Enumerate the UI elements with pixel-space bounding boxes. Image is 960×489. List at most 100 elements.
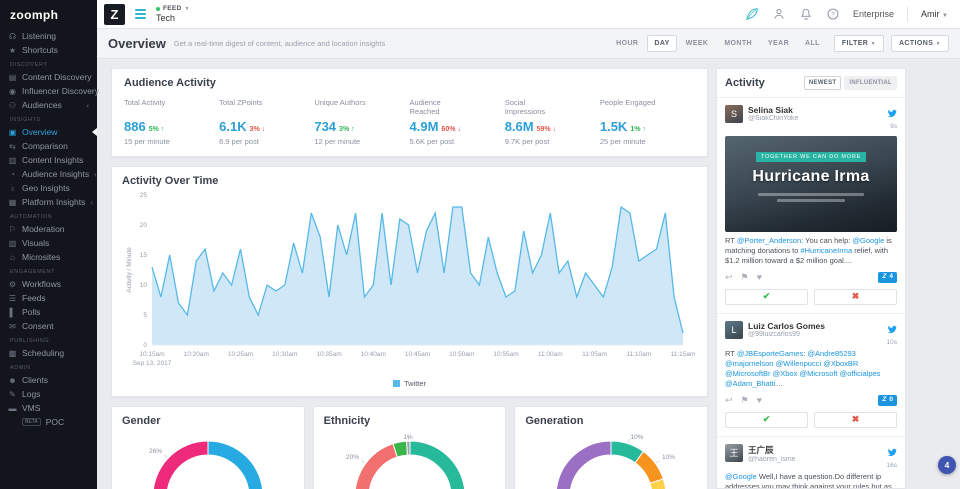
tweet-link[interactable]: @Microsoft bbox=[799, 369, 838, 379]
approve-button[interactable]: ✔ bbox=[725, 411, 808, 428]
sidebar-item-overview[interactable]: ▣ Overview bbox=[0, 125, 97, 139]
svg-text:10:40am: 10:40am bbox=[361, 351, 386, 358]
topbar-divider bbox=[907, 6, 909, 22]
sidebar-item-platform-insights[interactable]: ▦ Platform Insights ‹ bbox=[0, 195, 97, 209]
range-button-year[interactable]: YEAR bbox=[761, 35, 796, 52]
sidebar-item-consent[interactable]: ✉ Consent bbox=[0, 319, 97, 333]
zoomph-logo[interactable]: zoomph bbox=[10, 8, 59, 22]
chart-legend[interactable]: Twitter bbox=[122, 379, 697, 390]
zoomph-z-logo[interactable]: Z bbox=[104, 3, 125, 25]
tweet-link[interactable]: @MicrosoftBr bbox=[725, 369, 771, 379]
tweet-link[interactable]: @Andre85293 bbox=[807, 348, 856, 358]
range-button-day[interactable]: DAY bbox=[647, 35, 677, 52]
sidebar-item-visuals[interactable]: ▧ Visuals bbox=[0, 236, 97, 250]
reject-button[interactable]: ✖ bbox=[814, 288, 897, 305]
tweet-link[interactable]: @Xbox bbox=[772, 369, 798, 379]
twitter-icon[interactable] bbox=[887, 324, 897, 334]
tweet-link[interactable]: @officialpes bbox=[839, 369, 881, 379]
compare-icon: ⇆ bbox=[9, 141, 16, 151]
sidebar-item-workflows[interactable]: ⚙ Workflows bbox=[0, 277, 97, 291]
avatar[interactable]: 王 bbox=[725, 443, 743, 462]
tweet-image[interactable]: Together we can do more Hurricane Irma bbox=[725, 136, 897, 232]
feed-selector[interactable]: FEED ▼ Tech bbox=[156, 5, 190, 23]
chevron-left-icon: ‹ bbox=[86, 100, 89, 110]
twitter-icon[interactable] bbox=[887, 447, 897, 457]
sidebar-item-microsites[interactable]: ⌂ Microsites bbox=[0, 250, 97, 264]
avatar[interactable]: S bbox=[725, 105, 743, 123]
notification-count-badge[interactable]: 4 bbox=[938, 456, 956, 474]
sidebar-item-influencer-discovery[interactable]: ◉ Influencer Discovery bbox=[0, 84, 99, 98]
tweet-author-name: Luiz Carlos Gomes bbox=[748, 320, 825, 331]
range-button-month[interactable]: MONTH bbox=[717, 35, 759, 52]
tweet-author[interactable]: Luiz Carlos Gomes @99luizcarlos99 bbox=[748, 321, 882, 346]
range-button-hour[interactable]: HOUR bbox=[609, 35, 645, 52]
tweet-link[interactable]: @Adam_Bhatti bbox=[725, 379, 776, 389]
actions-button[interactable]: ACTIONS ▼ bbox=[890, 35, 949, 52]
stat-value: 4.9M bbox=[409, 119, 439, 134]
avatar[interactable]: L bbox=[725, 320, 743, 339]
sidebar-item-audiences[interactable]: ⚇ Audiences ‹ bbox=[0, 98, 97, 112]
heart-icon[interactable]: ♥ bbox=[756, 272, 762, 283]
reply-icon[interactable]: ↩ bbox=[725, 272, 733, 283]
sidebar-item-label: Listening bbox=[22, 31, 57, 41]
filter-button[interactable]: FILTER ▼ bbox=[833, 35, 884, 52]
range-button-week[interactable]: WEEK bbox=[679, 35, 716, 52]
stat-people-engaged: People Engaged 1.5K 1% ↑ 25 per minute bbox=[600, 98, 695, 146]
sidebar-item-moderation[interactable]: ⚐ Moderation bbox=[0, 222, 97, 236]
svg-text:1%: 1% bbox=[403, 434, 413, 441]
range-button-all[interactable]: ALL bbox=[798, 35, 827, 52]
svg-text:10:20am: 10:20am bbox=[184, 351, 209, 358]
ethnicity-donut-svg: 20% 1% bbox=[346, 434, 465, 489]
tag-icon[interactable]: ⚑ bbox=[740, 395, 749, 406]
enterprise-link[interactable]: Enterprise bbox=[853, 9, 895, 19]
tweet-link[interactable]: #HurricaneIrma bbox=[800, 246, 853, 256]
twitter-icon[interactable] bbox=[887, 108, 897, 118]
sidebar-item-scheduling[interactable]: ▩ Scheduling bbox=[0, 346, 97, 360]
sidebar-item-listening[interactable]: ☊ Listening bbox=[0, 29, 97, 43]
sidebar-item-polls[interactable]: ▌ Polls bbox=[0, 305, 97, 319]
sidebar-item-audience-insights[interactable]: ◔ Audience Insights ‹ bbox=[0, 167, 97, 181]
sidebar-item-content-discovery[interactable]: ▤ Content Discovery bbox=[0, 70, 97, 84]
zoomph-z-icon: Z bbox=[882, 273, 887, 281]
generation-title: Generation bbox=[525, 415, 584, 427]
sidebar-item-content-insights[interactable]: ▥ Content Insights bbox=[0, 153, 97, 167]
hamburger-menu-icon[interactable] bbox=[135, 9, 146, 19]
tweet-author[interactable]: 王广辰 @haoren_isme bbox=[748, 444, 882, 469]
sidebar-item-comparison[interactable]: ⇆ Comparison bbox=[0, 139, 97, 153]
reply-icon[interactable]: ↩ bbox=[725, 395, 733, 406]
svg-text:Activity / Minute: Activity / Minute bbox=[126, 247, 133, 293]
sidebar-item-clients[interactable]: ☻ Clients bbox=[0, 373, 97, 387]
person-icon[interactable] bbox=[772, 7, 786, 21]
user-menu[interactable]: Amir ▼ bbox=[921, 9, 948, 19]
slice-gen-x bbox=[649, 478, 667, 489]
tweet-link[interactable]: @Willenpucci bbox=[775, 359, 822, 368]
activity-tab-newest[interactable]: NEWEST bbox=[803, 76, 842, 90]
tweet-link[interactable]: @Porter_Anderson bbox=[736, 236, 802, 245]
tweet-author-handle: @haoren_isme bbox=[748, 455, 796, 463]
approve-button[interactable]: ✔ bbox=[725, 288, 808, 305]
reject-button[interactable]: ✖ bbox=[814, 411, 897, 428]
tweet-author[interactable]: Selina Siak @SiakChinYoke bbox=[748, 105, 882, 130]
tweet-image-headline: Hurricane Irma bbox=[752, 168, 870, 185]
heart-icon[interactable]: ♥ bbox=[756, 395, 762, 406]
bell-icon[interactable] bbox=[799, 7, 813, 21]
tweet-link[interactable]: @XboxBR bbox=[823, 359, 859, 368]
feather-compose-icon[interactable] bbox=[745, 7, 759, 21]
tweet-link[interactable]: @JBEsporteGames bbox=[736, 348, 804, 358]
sidebar-item-geo-insights[interactable]: ♁ Geo Insights bbox=[0, 181, 97, 195]
tweet-link[interactable]: @majornelson bbox=[725, 359, 774, 368]
sidebar-item-label: Polls bbox=[22, 307, 41, 317]
sidebar-item-shortcuts[interactable]: ★ Shortcuts bbox=[0, 43, 97, 57]
sidebar-item-vms[interactable]: ▬ VMS bbox=[0, 401, 97, 415]
feed-name: Tech bbox=[156, 13, 176, 23]
tag-icon[interactable]: ⚑ bbox=[740, 272, 749, 283]
help-icon[interactable]: ? bbox=[826, 7, 840, 21]
sidebar-item-logs[interactable]: ✎ Logs bbox=[0, 387, 97, 401]
tweet-link[interactable]: @Google bbox=[725, 471, 757, 481]
sidebar-item-poc[interactable]: BETA POC bbox=[0, 415, 97, 429]
activity-tab-influential[interactable]: INFLUENTIAL bbox=[844, 76, 897, 90]
tweet-link[interactable]: @Google bbox=[852, 236, 885, 245]
sidebar-item-feeds[interactable]: ☰ Feeds bbox=[0, 291, 97, 305]
